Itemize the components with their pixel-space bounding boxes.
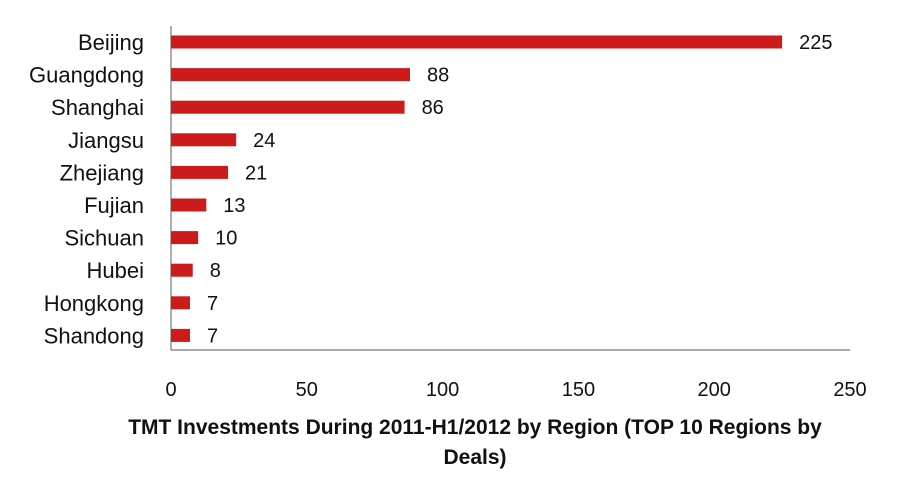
bar xyxy=(171,263,193,277)
value-label: 10 xyxy=(215,228,237,250)
value-label: 7 xyxy=(207,325,218,347)
value-label: 88 xyxy=(427,65,449,87)
x-axis-title: TMT Investments During 2011-H1/2012 by R… xyxy=(128,416,822,469)
bar xyxy=(171,35,783,49)
value-label: 7 xyxy=(207,293,218,315)
chart-labels: Beijing 225 Guangdong 88 Shanghai 86 Jiangsu 24… xyxy=(29,30,832,348)
value-label: 225 xyxy=(799,32,832,54)
category-label: Shandong xyxy=(44,323,144,348)
category-label: Guangdong xyxy=(29,63,144,88)
x-tick-label: 0 xyxy=(165,379,176,401)
bar xyxy=(171,68,411,82)
category-label: Sichuan xyxy=(64,226,144,251)
bar xyxy=(171,296,191,310)
x-tick-label: 150 xyxy=(562,379,595,401)
bar xyxy=(171,231,199,245)
value-label: 21 xyxy=(245,162,267,184)
value-label: 24 xyxy=(253,130,275,152)
category-label: Zhejiang xyxy=(60,160,144,185)
x-tick-label: 50 xyxy=(296,379,318,401)
category-label: Shanghai xyxy=(51,95,144,120)
category-label: Jiangsu xyxy=(68,128,144,153)
chart-bars xyxy=(171,35,783,342)
bar xyxy=(171,100,405,114)
x-tick-label: 250 xyxy=(833,379,866,401)
value-label: 8 xyxy=(210,260,221,282)
bar xyxy=(171,165,229,179)
category-label: Hongkong xyxy=(44,291,144,316)
category-label: Fujian xyxy=(84,193,144,218)
category-label: Hubei xyxy=(87,258,144,283)
bar xyxy=(171,328,191,342)
chart-axes: 0 50 100 150 200 250 xyxy=(165,26,867,401)
value-label: 13 xyxy=(223,195,245,217)
value-label: 86 xyxy=(422,97,444,119)
bar xyxy=(171,133,237,147)
x-tick-label: 200 xyxy=(698,379,731,401)
x-tick-label: 100 xyxy=(426,379,459,401)
bar xyxy=(171,198,207,212)
category-label: Beijing xyxy=(78,30,144,55)
